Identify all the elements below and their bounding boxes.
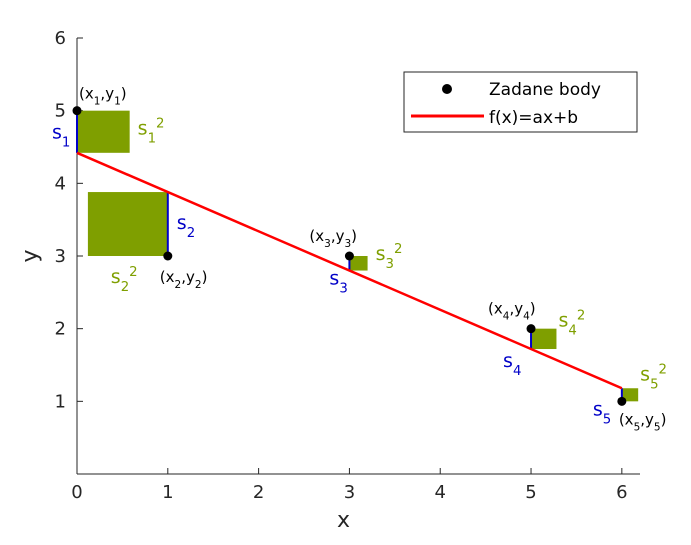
- legend-box: [403, 71, 638, 133]
- point-label-2: (x2,y2): [160, 268, 208, 291]
- data-point-2: [163, 251, 173, 261]
- legend-line-label: f(x)=ax+b: [489, 108, 578, 128]
- point-label-1: (x1,y1): [79, 85, 127, 108]
- y-tick-label: 1: [55, 391, 66, 412]
- data-point-4: [526, 324, 536, 334]
- residual-label-4: s4: [503, 350, 521, 379]
- x-tick-label: 0: [71, 482, 82, 503]
- data-point-5: [617, 396, 627, 406]
- square-label-2: s22: [111, 265, 138, 295]
- square-label-4: s42: [558, 308, 585, 338]
- residual-square-3: [349, 256, 368, 271]
- residual-square-1: [77, 110, 130, 153]
- residual-square-5: [621, 388, 639, 402]
- x-tick-label: 2: [253, 482, 264, 503]
- legend-points-label: Zadane body: [489, 80, 601, 100]
- labels-group: (x1,y1) s1 s12 (x2,y2) s2 s22 (x3,y3) s3 s32 (x4,…: [52, 85, 667, 434]
- data-point-1: [72, 106, 82, 116]
- y-tick-label: 5: [55, 101, 66, 122]
- x-axis-label: x: [337, 508, 350, 533]
- data-point-3: [344, 251, 354, 261]
- x-tick-label: 3: [344, 482, 355, 503]
- point-label-5: (x5,y5): [619, 410, 667, 433]
- y-tick-label: 3: [55, 246, 66, 267]
- square-label-3: s32: [376, 242, 403, 272]
- residual-label-1: s1: [52, 122, 70, 151]
- point-label-4: (x4,y4): [488, 300, 536, 323]
- square-label-5: s52: [640, 362, 667, 392]
- y-axis-label: y: [18, 249, 43, 262]
- residual-label-3: s3: [329, 268, 347, 297]
- squares-group: [77, 110, 639, 402]
- residual-square-2: [87, 192, 168, 256]
- point-label-3: (x3,y3): [309, 227, 357, 250]
- points-group: [72, 106, 627, 406]
- residual-square-4: [531, 328, 557, 350]
- x-tick-label: 5: [525, 482, 536, 503]
- x-tick-label: 6: [616, 482, 627, 503]
- residual-label-2: s2: [177, 212, 195, 241]
- y-tick-label: 4: [55, 173, 66, 194]
- y-tick-label: 6: [55, 28, 66, 49]
- residual-label-5: s5: [593, 398, 611, 427]
- legend-point-marker: [442, 84, 452, 94]
- fit-line: [76, 151, 623, 390]
- x-tick-label: 1: [162, 482, 173, 503]
- legend: Zadane body f(x)=ax+b: [403, 71, 638, 133]
- fit-line-group: [76, 151, 623, 390]
- x-tick-label: 4: [434, 482, 445, 503]
- square-label-1: s12: [138, 116, 165, 146]
- y-tick-label: 2: [55, 319, 66, 340]
- axes: 0 1 2 3 4 5 6 1 2 3 4 5 6 x y: [18, 28, 640, 533]
